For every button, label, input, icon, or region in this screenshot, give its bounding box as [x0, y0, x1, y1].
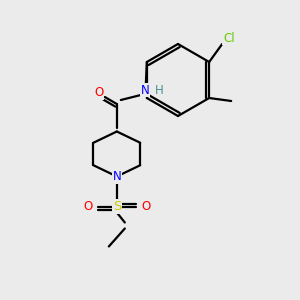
Text: N: N [140, 83, 149, 97]
Text: S: S [112, 200, 121, 213]
Text: O: O [83, 200, 92, 213]
Text: H: H [154, 83, 163, 97]
Text: O: O [94, 86, 104, 100]
Text: Cl: Cl [224, 32, 235, 44]
Text: N: N [112, 170, 121, 183]
Text: O: O [141, 200, 150, 213]
